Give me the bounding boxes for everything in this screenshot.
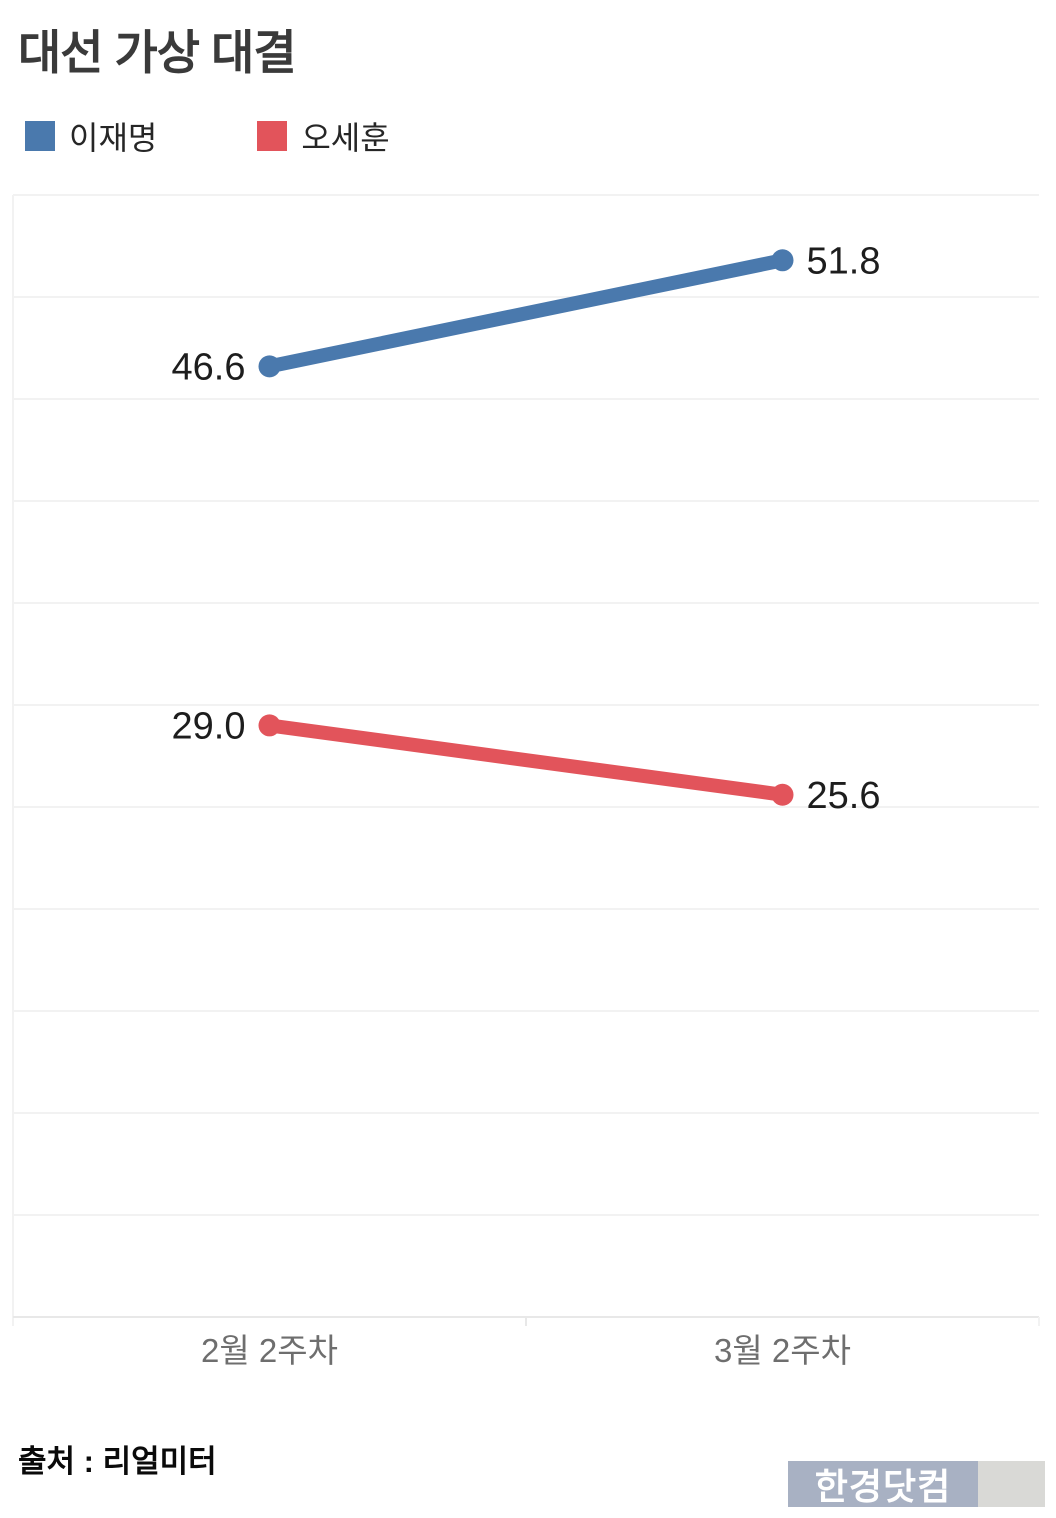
hankyung-logo-text: 한경닷컴	[788, 1461, 978, 1507]
legend: 이재명 오세훈	[25, 113, 390, 159]
value-label: 25.6	[807, 775, 881, 817]
series-line	[262, 718, 790, 802]
legend-item-series-2: 오세훈	[257, 113, 390, 159]
legend-item-series-1: 이재명	[25, 113, 157, 159]
value-label: 46.6	[172, 346, 246, 388]
line-chart: 46.6 51.8 29.0 25.6 2월 2주차 3월 2주차	[12, 194, 1040, 1369]
legend-swatch-icon	[25, 121, 55, 151]
hankyung-logo-box	[978, 1461, 1045, 1507]
data-point	[771, 783, 794, 806]
legend-label: 이재명	[69, 120, 158, 156]
data-point	[258, 714, 281, 737]
chart-area: 46.6 51.8 29.0 25.6 2월 2주차 3월 2주차	[0, 180, 1056, 1380]
legend-label: 오세훈	[301, 120, 390, 156]
data-point	[258, 355, 281, 378]
source-text: 출처 : 리얼미터	[18, 1444, 217, 1479]
hankyung-logo: 한경닷컴	[788, 1461, 1045, 1507]
value-label: 51.8	[807, 240, 881, 282]
value-label: 29.0	[172, 705, 246, 747]
legend-swatch-icon	[257, 121, 288, 151]
series-line	[262, 253, 790, 374]
x-axis-label: 2월 2주차	[201, 1332, 338, 1369]
data-point	[771, 249, 794, 272]
x-axis-label: 3월 2주차	[714, 1332, 851, 1369]
page-title: 대선 가상 대결	[18, 26, 297, 79]
